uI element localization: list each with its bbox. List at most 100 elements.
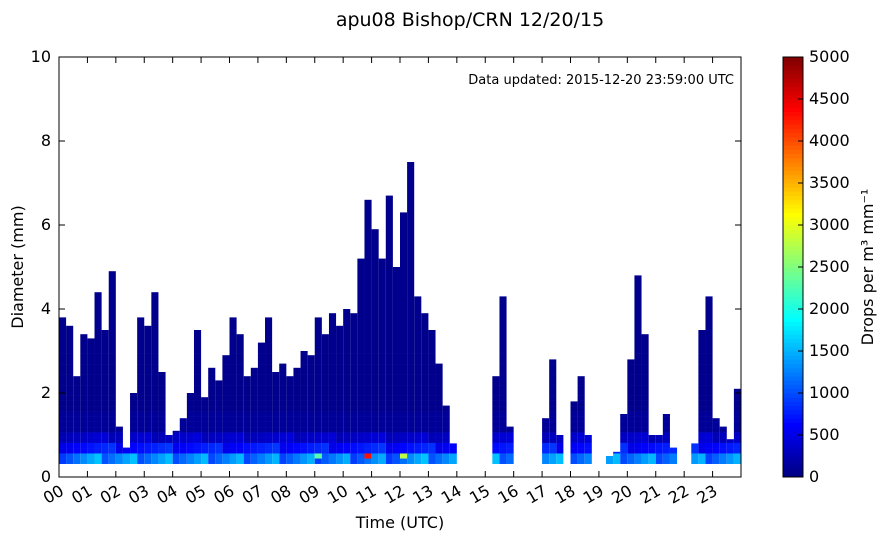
heatmap-cell <box>705 453 713 459</box>
heatmap-cell <box>229 395 237 401</box>
heatmap-cell <box>144 416 152 422</box>
heatmap-cell <box>336 432 344 438</box>
heatmap-cell <box>328 385 337 396</box>
colorbar-segment <box>783 300 803 306</box>
heatmap-cell <box>698 453 706 459</box>
heatmap-cell <box>733 395 741 401</box>
heatmap-cell <box>634 277 642 299</box>
heatmap-cell <box>286 411 294 417</box>
heatmap-cell <box>158 448 166 454</box>
heatmap-cell <box>549 427 557 433</box>
heatmap-cell <box>80 395 88 401</box>
heatmap-cell <box>279 406 287 412</box>
heatmap-cell <box>357 411 365 417</box>
heatmap-cell <box>577 406 585 412</box>
heatmap-cell <box>584 453 592 459</box>
heatmap-cell <box>407 411 415 417</box>
heatmap-cell <box>101 432 109 438</box>
heatmap-cell <box>193 406 202 412</box>
heatmap-cell <box>250 406 258 412</box>
heatmap-cell <box>385 458 393 464</box>
colorbar-segment <box>783 342 803 348</box>
heatmap-cell <box>343 364 351 375</box>
heatmap-cell <box>158 437 166 443</box>
heatmap-cell <box>634 353 642 365</box>
heatmap-cell <box>137 416 145 422</box>
heatmap-cell <box>549 374 557 386</box>
heatmap-cell <box>584 437 592 443</box>
heatmap-cell <box>378 364 386 375</box>
heatmap-cell <box>385 411 393 417</box>
heatmap-cell <box>286 442 294 449</box>
heatmap-cell <box>641 453 649 459</box>
heatmap-cell <box>407 374 415 386</box>
heatmap-cell <box>144 448 152 454</box>
heatmap-cell <box>577 421 585 428</box>
heatmap-cell <box>407 421 415 428</box>
heatmap-cell <box>307 374 315 386</box>
heatmap-cell <box>499 298 507 320</box>
heatmap-cell <box>279 400 287 407</box>
heatmap-cell <box>208 416 216 422</box>
heatmap-cell <box>385 340 393 354</box>
heatmap-cell <box>108 277 116 299</box>
heatmap-cells <box>59 162 741 464</box>
heatmap-cell <box>222 411 230 417</box>
heatmap-cell <box>272 374 280 386</box>
heatmap-cell <box>336 353 344 365</box>
heatmap-cell <box>336 340 344 354</box>
heatmap-cell <box>293 400 301 407</box>
colorbar-segment <box>783 309 803 314</box>
heatmap-cell <box>186 453 194 459</box>
heatmap-cell <box>542 458 550 464</box>
heatmap-cell <box>243 400 251 407</box>
heatmap-cell <box>634 437 642 443</box>
heatmap-cell <box>392 395 400 401</box>
heatmap-cell <box>350 421 358 428</box>
heatmap-cell <box>549 395 557 401</box>
heatmap-cell <box>712 458 720 464</box>
heatmap-cell <box>378 432 386 438</box>
heatmap-cell <box>343 395 351 401</box>
heatmap-cell <box>80 421 88 428</box>
heatmap-cell <box>101 353 109 365</box>
heatmap-cell <box>279 427 287 433</box>
heatmap-cell <box>570 437 578 443</box>
heatmap-cell <box>59 395 67 401</box>
heatmap-cell <box>698 416 706 422</box>
heatmap-cell <box>698 406 706 412</box>
heatmap-cell <box>300 427 308 433</box>
heatmap-cell <box>414 353 422 365</box>
heatmap-cell <box>449 458 457 464</box>
heatmap-cell <box>272 406 280 412</box>
heatmap-cell <box>336 453 344 459</box>
heatmap-cell <box>343 448 351 454</box>
heatmap-cell <box>201 416 209 422</box>
heatmap-cell <box>201 453 209 459</box>
heatmap-cell <box>343 400 351 407</box>
colorbar-segment <box>783 174 803 180</box>
heatmap-cell <box>215 421 223 428</box>
heatmap-cell <box>421 400 429 407</box>
heatmap-cell <box>350 364 358 375</box>
heatmap-cell <box>137 442 145 449</box>
x-tick-label: 15 <box>466 481 493 508</box>
heatmap-cell <box>407 448 415 454</box>
colorbar-segment <box>783 456 803 461</box>
heatmap-cell <box>371 448 379 454</box>
heatmap-cell <box>137 453 145 459</box>
heatmap-cell <box>286 421 294 428</box>
heatmap-cell <box>314 432 322 438</box>
colorbar-segment <box>783 405 803 411</box>
heatmap-cell <box>236 448 244 454</box>
heatmap-cell <box>392 448 400 454</box>
heatmap-cell <box>265 453 273 459</box>
heatmap-cell <box>549 406 557 412</box>
heatmap-cell <box>364 416 372 422</box>
heatmap-cell <box>400 298 408 320</box>
heatmap-cell <box>421 432 429 438</box>
heatmap-cell <box>257 448 266 454</box>
heatmap-cell <box>328 411 337 417</box>
heatmap-cell <box>215 432 223 438</box>
heatmap-cell <box>108 406 116 412</box>
